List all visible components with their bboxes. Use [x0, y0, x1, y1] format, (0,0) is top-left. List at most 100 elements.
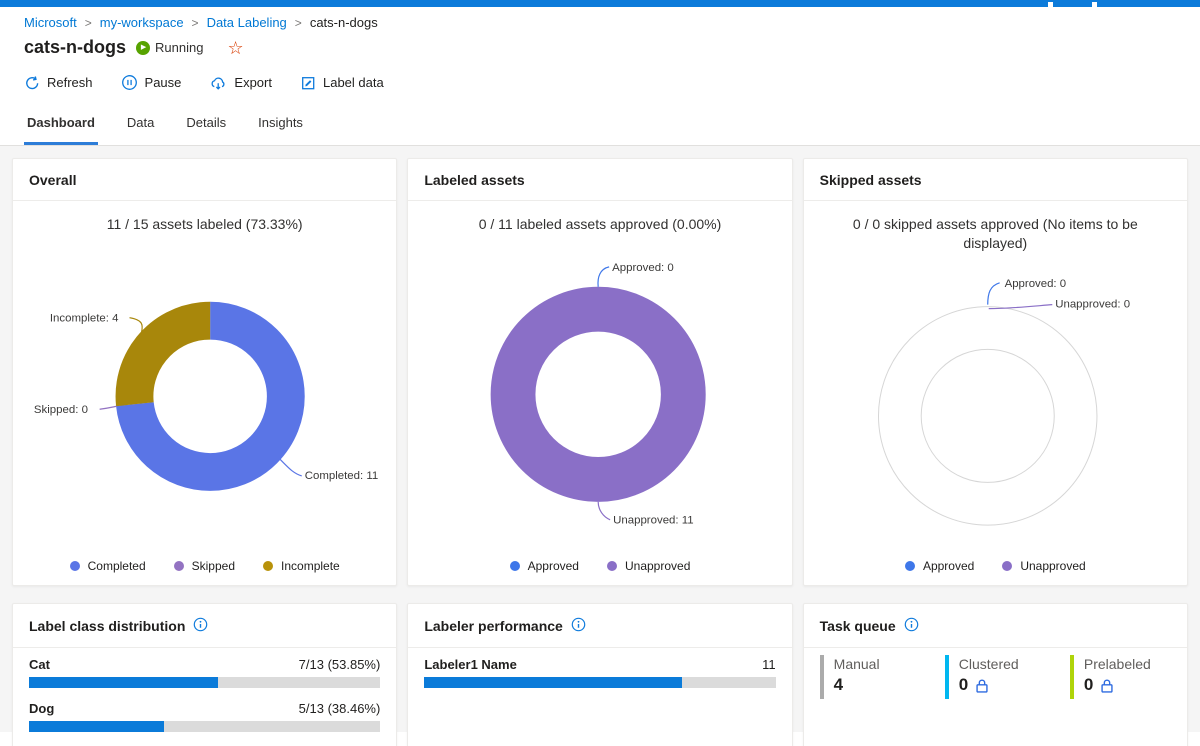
lock-icon: [975, 678, 989, 693]
tab-dashboard[interactable]: Dashboard: [24, 113, 98, 145]
breadcrumb-separator: >: [191, 15, 199, 30]
running-status-icon: [136, 40, 151, 55]
breadcrumb-separator: >: [84, 15, 92, 30]
class-row-dog: Dog 5/13 (38.46%): [29, 701, 381, 732]
tile-clustered: Clustered 0: [944, 655, 1046, 699]
dashboard-content: Overall 11 / 15 assets labeled (73.33%) …: [0, 146, 1200, 746]
legend-dot: [69, 561, 80, 571]
overall-donut-chart: Incomplete: 4 Skipped: 0 Completed: 11: [34, 301, 379, 491]
legend-dot: [904, 561, 915, 571]
pause-icon: [121, 74, 138, 91]
tile-count: 0: [1083, 675, 1094, 694]
overall-legend: Completed Skipped Incomplete: [13, 559, 396, 573]
tab-details[interactable]: Details: [186, 115, 227, 130]
refresh-label: Refresh: [47, 75, 93, 90]
callout-incomplete: Incomplete: 4: [50, 313, 119, 325]
skipped-assets-subtitle: 0 / 0 skipped assets approved (No items …: [852, 216, 1138, 251]
legend-item-incomplete[interactable]: Incomplete: [263, 559, 340, 573]
overall-card-title: Overall: [13, 159, 397, 201]
legend-label: Skipped: [191, 559, 236, 573]
legend-label: Unapproved: [624, 559, 691, 573]
breadcrumb-data-labeling[interactable]: Data Labeling: [206, 15, 287, 30]
info-icon[interactable]: [193, 617, 208, 635]
legend-label: Approved: [527, 559, 579, 573]
skipped-assets-card: Skipped assets 0 / 0 skipped assets appr…: [802, 158, 1188, 586]
labeler-name: Labeler1 Name: [424, 657, 517, 672]
legend-dot: [263, 561, 274, 571]
legend-dot: [173, 561, 184, 571]
pause-label: Pause: [144, 75, 182, 90]
callout-approved: Approved: 0: [612, 262, 674, 274]
labeled-assets-card: Labeled assets 0 / 11 labeled assets app…: [407, 158, 793, 586]
legend-dot: [1002, 561, 1013, 571]
breadcrumb-workspace[interactable]: my-workspace: [99, 15, 184, 30]
label-data-button[interactable]: Label data: [300, 75, 384, 91]
legend-item-unapproved[interactable]: Unapproved: [1002, 559, 1086, 573]
tab-data[interactable]: Data: [126, 115, 155, 130]
tile-label: Clustered: [958, 656, 1019, 672]
topbar-glyph: [1048, 2, 1053, 7]
callout-unapproved: Unapproved: 0: [1055, 298, 1130, 310]
labeled-assets-subtitle: 0 / 11 labeled assets approved (0.00%): [478, 216, 722, 232]
class-label: Cat: [29, 657, 50, 672]
labeler-row: Labeler1 Name 11: [424, 657, 776, 688]
refresh-button[interactable]: Refresh: [24, 75, 93, 91]
info-icon[interactable]: [571, 617, 586, 635]
progress-fill: [29, 677, 219, 688]
progress-track: [29, 677, 381, 688]
tile-count: 4: [833, 675, 844, 694]
callout-completed: Completed: 11: [305, 470, 379, 482]
tile-prelabeled: Prelabeled 0: [1069, 655, 1171, 699]
progress-fill: [29, 721, 165, 732]
labeled-assets-card-title: Labeled assets: [408, 159, 792, 201]
label-class-distribution-card: Label class distribution Cat 7/13 (53.85…: [12, 603, 398, 746]
info-icon[interactable]: [904, 617, 919, 635]
legend-label: Completed: [87, 559, 146, 573]
legend-item-approved[interactable]: Approved: [509, 559, 579, 573]
callout-unapproved: Unapproved: 11: [613, 515, 694, 527]
legend-label: Unapproved: [1020, 559, 1086, 573]
pause-button[interactable]: Pause: [121, 74, 182, 91]
progress-track: [29, 721, 381, 732]
export-icon: [209, 75, 227, 91]
callout-skipped: Skipped: 0: [34, 404, 88, 416]
topbar-glyph: [1092, 2, 1097, 7]
breadcrumb-microsoft[interactable]: Microsoft: [24, 15, 77, 30]
refresh-icon: [24, 75, 40, 91]
skipped-assets-card-title: Skipped assets: [803, 159, 1187, 201]
progress-track: [424, 677, 776, 688]
class-value: 7/13 (53.85%): [298, 657, 381, 672]
legend-label: Approved: [922, 559, 975, 573]
labeler-performance-title: Labeler performance: [424, 618, 563, 634]
breadcrumb: Microsoft > my-workspace > Data Labeling…: [0, 7, 1200, 30]
label-class-distribution-title: Label class distribution: [29, 618, 186, 634]
overall-subtitle: 11 / 15 assets labeled (73.33%): [106, 216, 303, 232]
legend-dot: [606, 561, 617, 571]
legend-item-unapproved[interactable]: Unapproved: [606, 559, 691, 573]
legend-item-approved[interactable]: Approved: [904, 559, 975, 573]
legend-label: Incomplete: [281, 559, 340, 573]
legend-item-completed[interactable]: Completed: [69, 559, 146, 573]
tab-insights[interactable]: Insights: [258, 115, 303, 130]
legend-item-skipped[interactable]: Skipped: [173, 559, 236, 573]
class-row-cat: Cat 7/13 (53.85%): [29, 657, 381, 688]
label-data-label: Label data: [322, 75, 384, 90]
progress-fill: [424, 677, 682, 688]
labeler-performance-card: Labeler performance Labeler1 Name 11: [407, 603, 793, 746]
export-button[interactable]: Export: [209, 75, 272, 91]
page-title: cats-n-dogs: [24, 37, 127, 57]
tab-bar: Dashboard Data Details Insights: [0, 91, 1200, 146]
overall-card: Overall 11 / 15 assets labeled (73.33%) …: [12, 158, 398, 586]
breadcrumb-current: cats-n-dogs: [309, 15, 378, 30]
tile-manual: Manual 4: [819, 655, 921, 699]
tile-label: Prelabeled: [1083, 656, 1151, 672]
label-data-icon: [300, 75, 316, 91]
labeler-count: 11: [762, 657, 776, 672]
favorite-star-icon[interactable]: [227, 39, 243, 57]
class-value: 5/13 (38.46%): [298, 701, 381, 716]
breadcrumb-separator: >: [294, 15, 302, 30]
export-label: Export: [234, 75, 272, 90]
status-label: Running: [155, 40, 204, 55]
callout-approved: Approved: 0: [1004, 278, 1066, 290]
task-queue-card: Task queue Manual 4 Clustered 0 Prelabel…: [802, 603, 1188, 746]
